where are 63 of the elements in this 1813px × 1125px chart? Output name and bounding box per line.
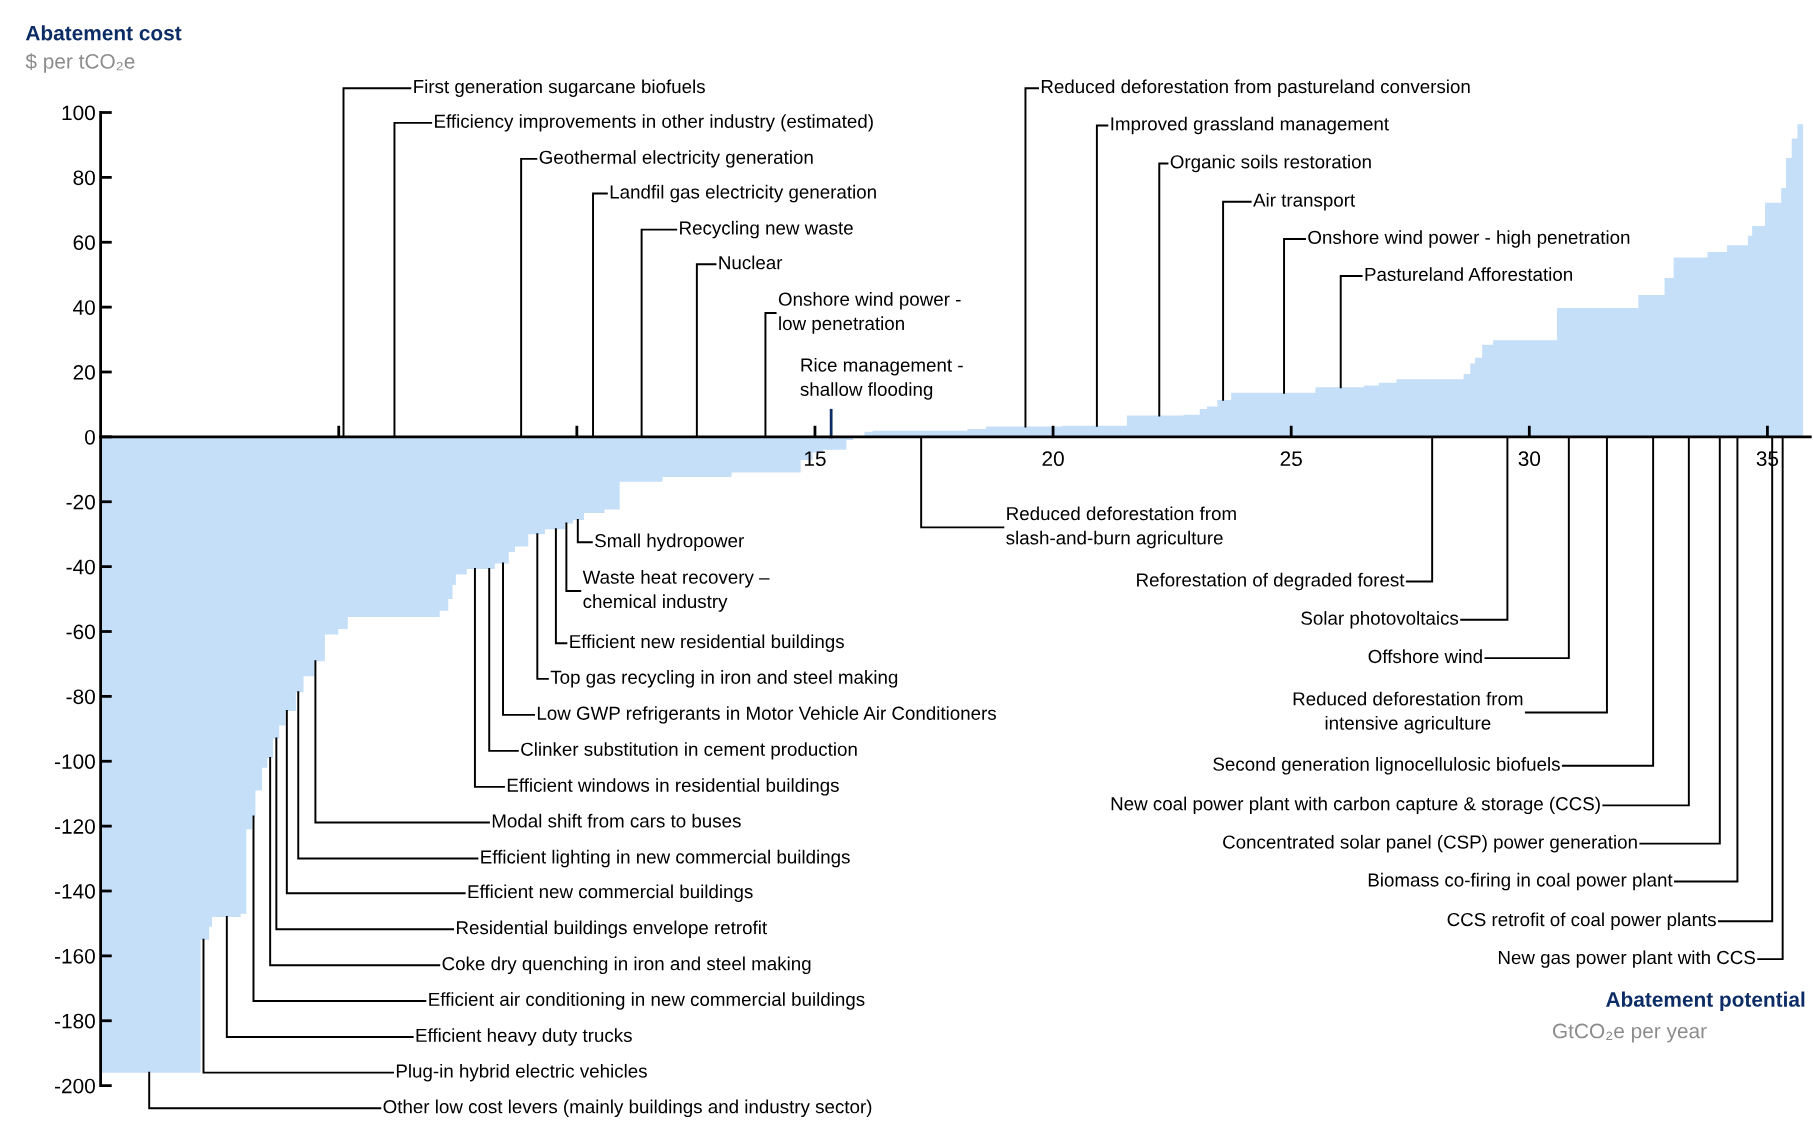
y-tick-label: -100	[54, 754, 95, 769]
y-tick-label: 80	[73, 170, 95, 186]
annotation: CCS retrofit of coal power plants	[1447, 912, 1716, 930]
annotation: Plug-in hybrid electric vehicles	[396, 1063, 647, 1082]
annotation: Waste heat recovery – chemical industry	[582, 570, 770, 612]
annotation: Efficient lighting in new commercial buildings	[481, 849, 850, 868]
annotation: Nuclear	[719, 255, 783, 270]
annotation: Low GWP refrigerants in Motor Vehicle Air Conditioners	[537, 706, 997, 724]
x-tick-label: 25	[1280, 451, 1302, 467]
annotation: First generation sugarcane biofuels	[414, 79, 705, 97]
y-tick-label: -120	[54, 819, 95, 834]
annotation: Reduced deforestation from intensive agriculture	[1293, 691, 1523, 734]
annotation: Reduced deforestation from pastureland conversion	[1041, 79, 1470, 97]
annotation: Landfil gas electricity generation	[610, 184, 876, 203]
y-tick-label: 60	[73, 235, 95, 250]
y-tick-label: -40	[66, 559, 95, 575]
x-tick-label: 30	[1518, 451, 1541, 467]
annotation: Solar photovoltaics	[1301, 611, 1459, 629]
y-tick-label: -140	[54, 884, 95, 899]
annotation: Efficient new residential buildings	[570, 634, 844, 652]
annotation: Onshore wind power - high penetration	[1308, 230, 1630, 248]
annotation: Air transport	[1253, 192, 1356, 211]
annotation: New coal power plant with carbon capture & storage (CCS)	[1111, 796, 1600, 815]
y-tick-label: -80	[66, 689, 95, 705]
y-tick-label: -160	[54, 948, 95, 964]
x-axis-title: Abatement potential GtCO₂e per year	[1552, 991, 1805, 1043]
annotation: Coke dry quenching in iron and steel making	[442, 956, 811, 975]
y-tick-label: -200	[54, 1078, 95, 1094]
annotation: Modal shift from cars to buses	[492, 813, 741, 828]
annotation: Organic soils restoration	[1170, 154, 1371, 173]
y-tick-label: -60	[66, 624, 95, 640]
annotation: Concentrated solar panel (CSP) power generation	[1223, 834, 1637, 853]
annotation: Top gas recycling in iron and steel making	[550, 670, 898, 688]
annotation: Small hydropower	[595, 533, 744, 552]
annotation: Reforestation of degraded forest	[1137, 572, 1405, 591]
x-tick-label: 20	[1042, 451, 1064, 467]
annotation: Pastureland Afforestation	[1365, 267, 1572, 282]
x-tick-label: 15	[804, 451, 826, 467]
y-tick-label: 100	[62, 105, 95, 121]
y-tick-label: 0	[84, 429, 95, 445]
annotation: Clinker substitution in cement production	[521, 742, 857, 760]
annotation: Offshore wind	[1368, 649, 1482, 664]
annotation: Biomass co-firing in coal power plant	[1368, 872, 1673, 891]
y-tick-label: -180	[54, 1013, 95, 1029]
annotation: Efficiency improvements in other industry (estimated)	[435, 114, 873, 132]
annotation: Efficient heavy duty trucks	[416, 1028, 632, 1046]
annotation: Improved grassland management	[1111, 116, 1389, 135]
annotation: Rice management - shallow flooding	[800, 357, 963, 400]
annotation: New gas power plant with CCS	[1498, 950, 1756, 968]
annotation: Efficient air conditioning in new commercial buildings	[429, 992, 865, 1010]
annotation: Other low cost levers (mainly buildings and industry sector)	[383, 1099, 872, 1118]
annotation: Efficient new commercial buildings	[468, 884, 753, 903]
annotation: Efficient windows in residential buildings	[507, 778, 839, 796]
annotation: Onshore wind power - low penetration	[778, 292, 961, 334]
annotation: Second generation lignocellulosic biofuels	[1213, 757, 1560, 775]
y-tick-label: 20	[73, 365, 95, 380]
annotation: Residential buildings envelope retrofit	[457, 920, 767, 939]
annotation: Geothermal electricity generation	[539, 150, 813, 168]
annotation: Recycling new waste	[680, 220, 853, 239]
y-tick-label: -20	[66, 494, 95, 510]
y-tick-label: 40	[73, 300, 95, 315]
y-axis-title: Abatement cost $ per tCO₂e	[25, 25, 182, 73]
annotation: Reduced deforestation from slash-and-burn agriculture	[1006, 506, 1236, 549]
